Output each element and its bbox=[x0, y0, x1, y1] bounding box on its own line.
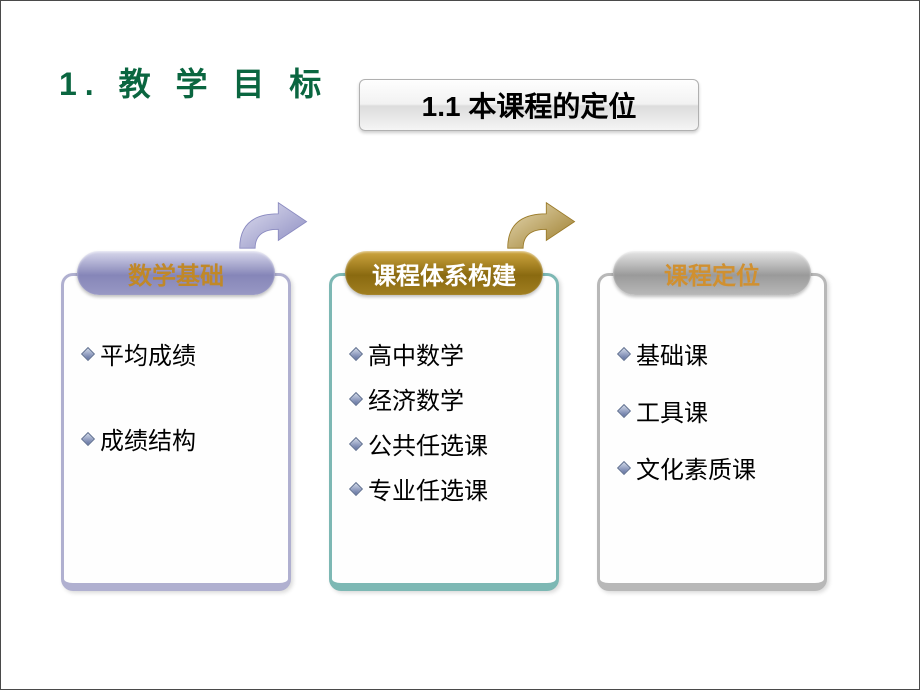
columns-container: 数学基础平均成绩成绩结构课程体系构建高中数学经济数学公共任选课专业任选课课程定位… bbox=[61, 251, 827, 591]
subtitle-box: 1.1 本课程的定位 bbox=[359, 79, 699, 131]
column: 课程定位基础课工具课文化素质课 bbox=[597, 251, 827, 591]
list-item: 高中数学 bbox=[350, 336, 538, 371]
list-item-label: 平均成绩 bbox=[100, 336, 196, 371]
column: 课程体系构建高中数学经济数学公共任选课专业任选课 bbox=[329, 251, 559, 591]
diamond-bullet-icon bbox=[82, 348, 94, 360]
diamond-bullet-icon bbox=[350, 438, 362, 450]
list-item: 文化素质课 bbox=[618, 450, 806, 485]
list-item: 经济数学 bbox=[350, 381, 538, 416]
list-item: 基础课 bbox=[618, 336, 806, 371]
list-item-label: 成绩结构 bbox=[100, 421, 196, 456]
diamond-bullet-icon bbox=[618, 348, 630, 360]
list-item: 平均成绩 bbox=[82, 336, 270, 371]
list-item: 公共任选课 bbox=[350, 426, 538, 461]
subtitle-text: 1.1 本课程的定位 bbox=[422, 85, 637, 125]
list-item: 工具课 bbox=[618, 393, 806, 428]
list-item-label: 高中数学 bbox=[368, 336, 464, 371]
section-title: 1. 教 学 目 标 bbox=[59, 59, 329, 105]
list-item: 成绩结构 bbox=[82, 421, 270, 456]
list-item-label: 文化素质课 bbox=[636, 450, 756, 485]
column-card: 高中数学经济数学公共任选课专业任选课 bbox=[329, 273, 559, 591]
list-item: 专业任选课 bbox=[350, 471, 538, 506]
column-header-pill: 课程体系构建 bbox=[345, 251, 543, 295]
diamond-bullet-icon bbox=[350, 348, 362, 360]
diamond-bullet-icon bbox=[82, 433, 94, 445]
column-header-pill: 数学基础 bbox=[77, 251, 275, 295]
diamond-bullet-icon bbox=[618, 462, 630, 474]
list-item-label: 基础课 bbox=[636, 336, 708, 371]
list-item-label: 公共任选课 bbox=[368, 426, 488, 461]
column-header-pill: 课程定位 bbox=[613, 251, 811, 295]
list-item-label: 专业任选课 bbox=[368, 471, 488, 506]
list-item-label: 工具课 bbox=[636, 393, 708, 428]
list-item-label: 经济数学 bbox=[368, 381, 464, 416]
column: 数学基础平均成绩成绩结构 bbox=[61, 251, 291, 591]
diamond-bullet-icon bbox=[350, 483, 362, 495]
column-card: 平均成绩成绩结构 bbox=[61, 273, 291, 591]
diamond-bullet-icon bbox=[618, 405, 630, 417]
diamond-bullet-icon bbox=[350, 393, 362, 405]
column-card: 基础课工具课文化素质课 bbox=[597, 273, 827, 591]
